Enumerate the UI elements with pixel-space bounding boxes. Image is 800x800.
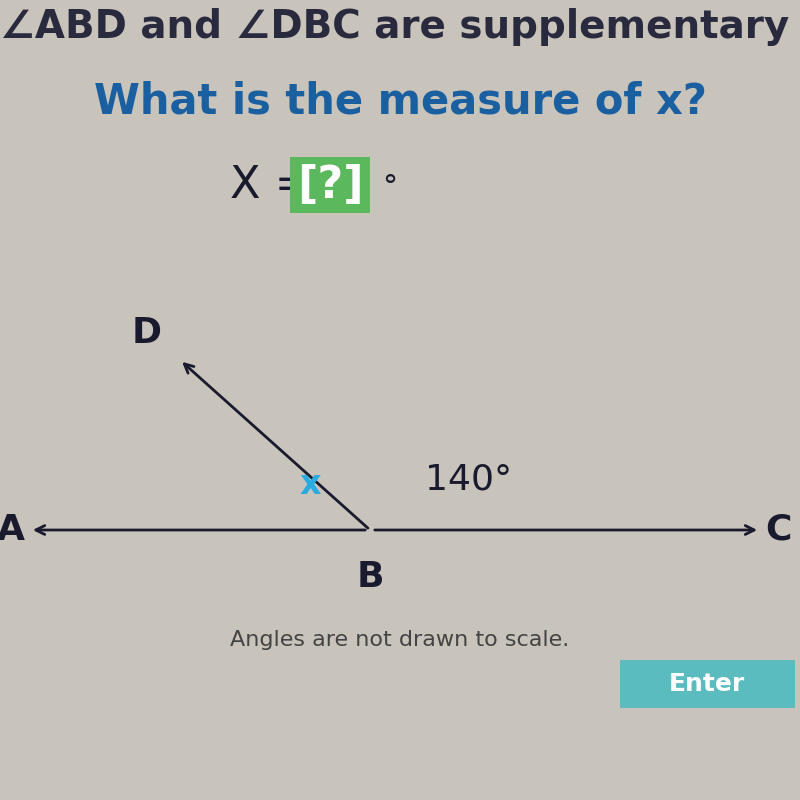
Text: Enter: Enter xyxy=(669,672,745,696)
Text: What is the measure of x?: What is the measure of x? xyxy=(94,80,706,122)
FancyBboxPatch shape xyxy=(620,660,795,708)
Text: D: D xyxy=(132,316,162,350)
Text: [?]: [?] xyxy=(297,163,363,206)
Text: 140°: 140° xyxy=(425,463,512,497)
Text: A: A xyxy=(0,513,25,547)
Text: ∠ABD and ∠DBC are supplementary ang: ∠ABD and ∠DBC are supplementary ang xyxy=(0,8,800,46)
Text: X =: X = xyxy=(230,163,326,206)
Text: C: C xyxy=(765,513,791,547)
Text: B: B xyxy=(356,560,384,594)
Text: °: ° xyxy=(382,173,397,202)
Text: Angles are not drawn to scale.: Angles are not drawn to scale. xyxy=(230,630,570,650)
Text: x: x xyxy=(299,469,321,502)
